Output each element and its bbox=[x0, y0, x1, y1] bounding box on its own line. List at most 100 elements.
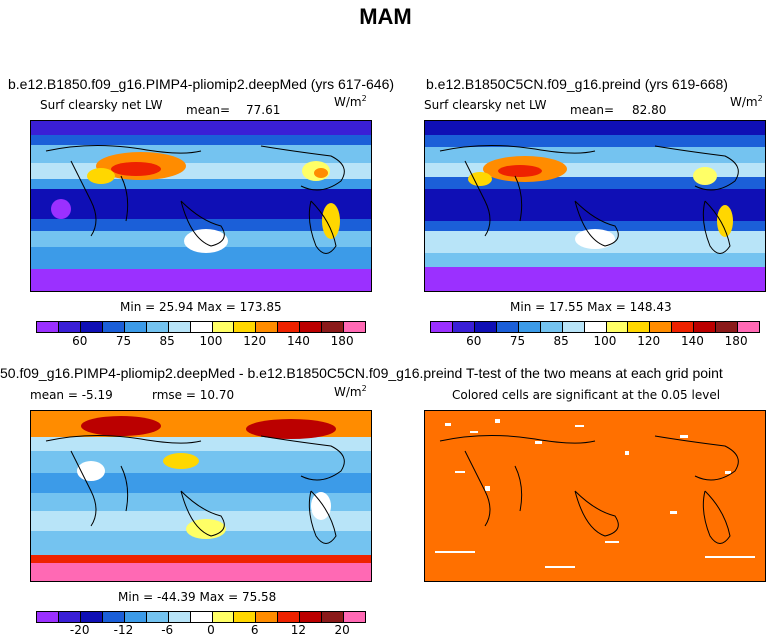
colorbar-tick-label: 85 bbox=[159, 334, 175, 348]
figure-title: MAM bbox=[359, 4, 412, 29]
colorbar-swatch bbox=[58, 322, 81, 332]
colorbar-swatch bbox=[58, 612, 81, 622]
panel3-units: W/m2 bbox=[334, 384, 367, 399]
colorbar-swatch bbox=[344, 322, 366, 332]
panel4-subtitle: Colored cells are significant at the 0.0… bbox=[452, 388, 721, 402]
colorbar-swatch bbox=[146, 322, 169, 332]
colorbar-tick-label: 20 bbox=[334, 623, 350, 637]
colorbar-tick-label: 6 bbox=[250, 623, 259, 637]
colorbar-swatch bbox=[256, 322, 279, 332]
panel3-rmse: rmse = 10.70 bbox=[152, 388, 235, 402]
panel1-title: b.e12.B1850.f09_g16.PIMP4-pliomip2.deepM… bbox=[8, 76, 395, 92]
colorbar-swatch bbox=[322, 612, 345, 622]
panel1-units: W/m2 bbox=[334, 94, 367, 109]
colorbar-swatch bbox=[738, 322, 760, 332]
panel3-colorbar-labels: -20 -12 -6 0 6 12 20 bbox=[36, 623, 364, 637]
colorbar-swatch bbox=[190, 612, 213, 622]
panel2-map bbox=[424, 120, 766, 292]
colorbar-swatch bbox=[278, 612, 301, 622]
colorbar-tick-label: 140 bbox=[286, 334, 310, 348]
colorbar-tick-label: 180 bbox=[724, 334, 748, 348]
colorbar-tick-label: 100 bbox=[593, 334, 617, 348]
colorbar-swatch bbox=[518, 322, 541, 332]
panel4-title: T-test of the two means at each grid poi… bbox=[466, 365, 723, 381]
colorbar-swatch bbox=[650, 322, 673, 332]
colorbar-swatch bbox=[102, 322, 125, 332]
panel1-mean-value: 77.61 bbox=[246, 103, 281, 117]
colorbar-swatch bbox=[278, 322, 301, 332]
colorbar-tick-label: -12 bbox=[113, 623, 134, 637]
panel1-mean-label: mean= bbox=[186, 103, 231, 117]
colorbar-swatch bbox=[322, 322, 345, 332]
colorbar-swatch bbox=[212, 612, 235, 622]
colorbar-tick-label: -6 bbox=[161, 623, 174, 637]
colorbar-swatch bbox=[300, 612, 323, 622]
colorbar-swatch bbox=[37, 322, 59, 332]
colorbar-swatch bbox=[234, 322, 257, 332]
colorbar-swatch bbox=[694, 322, 717, 332]
panel2-mean-value: 82.80 bbox=[632, 103, 667, 117]
colorbar-swatch bbox=[540, 322, 563, 332]
colorbar-swatch bbox=[344, 612, 366, 622]
colorbar-swatch bbox=[234, 612, 257, 622]
panel2-title: b.e12.B1850C5CN.f09_g16.preind (yrs 619-… bbox=[426, 76, 728, 92]
panel2-colorbar-labels: 60 75 85 100 120 140 180 bbox=[430, 334, 758, 348]
panel1-minmax: Min = 25.94 Max = 173.85 bbox=[120, 300, 282, 314]
panel1-colorbar bbox=[36, 321, 366, 333]
panel2-map-svg bbox=[425, 121, 765, 291]
colorbar-tick-label: 75 bbox=[115, 334, 132, 348]
colorbar-swatch bbox=[300, 322, 323, 332]
colorbar-swatch bbox=[628, 322, 651, 332]
colorbar-swatch bbox=[584, 322, 607, 332]
colorbar-swatch bbox=[256, 612, 279, 622]
colorbar-swatch bbox=[168, 612, 191, 622]
panel2-colorbar bbox=[430, 321, 760, 333]
panel2-units: W/m2 bbox=[730, 94, 763, 109]
colorbar-tick-label: 60 bbox=[72, 334, 88, 348]
panel4-map bbox=[424, 410, 766, 582]
colorbar-swatch bbox=[80, 612, 103, 622]
panel3-minmax: Min = -44.39 Max = 75.58 bbox=[118, 590, 277, 604]
panel4-map-svg bbox=[425, 411, 765, 581]
colorbar-swatch bbox=[212, 322, 235, 332]
colorbar-swatch bbox=[124, 612, 147, 622]
colorbar-swatch bbox=[168, 322, 191, 332]
colorbar-tick-label: 180 bbox=[330, 334, 354, 348]
colorbar-tick-label: 60 bbox=[466, 334, 482, 348]
colorbar-swatch bbox=[146, 612, 169, 622]
colorbar-tick-label: 12 bbox=[290, 623, 307, 637]
colorbar-swatch bbox=[562, 322, 585, 332]
colorbar-tick-label: 100 bbox=[199, 334, 223, 348]
colorbar-swatch bbox=[431, 322, 453, 332]
colorbar-swatch bbox=[474, 322, 497, 332]
colorbar-swatch bbox=[606, 322, 629, 332]
colorbar-tick-label: 120 bbox=[243, 334, 267, 348]
colorbar-tick-label: 0 bbox=[207, 623, 215, 637]
panel1-variable: Surf clearsky net LW bbox=[40, 98, 163, 112]
panel1-colorbar-labels: 60 75 85 100 120 140 180 bbox=[36, 334, 364, 348]
panel2-mean-label: mean= bbox=[570, 103, 615, 117]
panel3-colorbar bbox=[36, 611, 366, 623]
colorbar-swatch bbox=[716, 322, 739, 332]
colorbar-swatch bbox=[496, 322, 519, 332]
panel3-map-svg bbox=[31, 411, 371, 581]
colorbar-swatch bbox=[80, 322, 103, 332]
colorbar-tick-label: 85 bbox=[553, 334, 569, 348]
colorbar-swatch bbox=[672, 322, 695, 332]
panel3-map bbox=[30, 410, 372, 582]
panel3-mean: mean = -5.19 bbox=[30, 388, 113, 402]
colorbar-tick-label: -20 bbox=[69, 623, 90, 637]
colorbar-swatch bbox=[102, 612, 125, 622]
panel2-variable: Surf clearsky net LW bbox=[424, 98, 547, 112]
colorbar-tick-label: 140 bbox=[680, 334, 704, 348]
colorbar-swatch bbox=[452, 322, 475, 332]
colorbar-tick-label: 75 bbox=[509, 334, 526, 348]
colorbar-swatch bbox=[37, 612, 59, 622]
panel1-map-svg bbox=[31, 121, 371, 291]
panel2-minmax: Min = 17.55 Max = 148.43 bbox=[510, 300, 672, 314]
colorbar-tick-label: 120 bbox=[637, 334, 661, 348]
panel1-map bbox=[30, 120, 372, 292]
colorbar-swatch bbox=[124, 322, 147, 332]
panel3-title: 50.f09_g16.PIMP4-pliomip2.deepMed - b.e1… bbox=[0, 365, 463, 381]
colorbar-swatch bbox=[190, 322, 213, 332]
